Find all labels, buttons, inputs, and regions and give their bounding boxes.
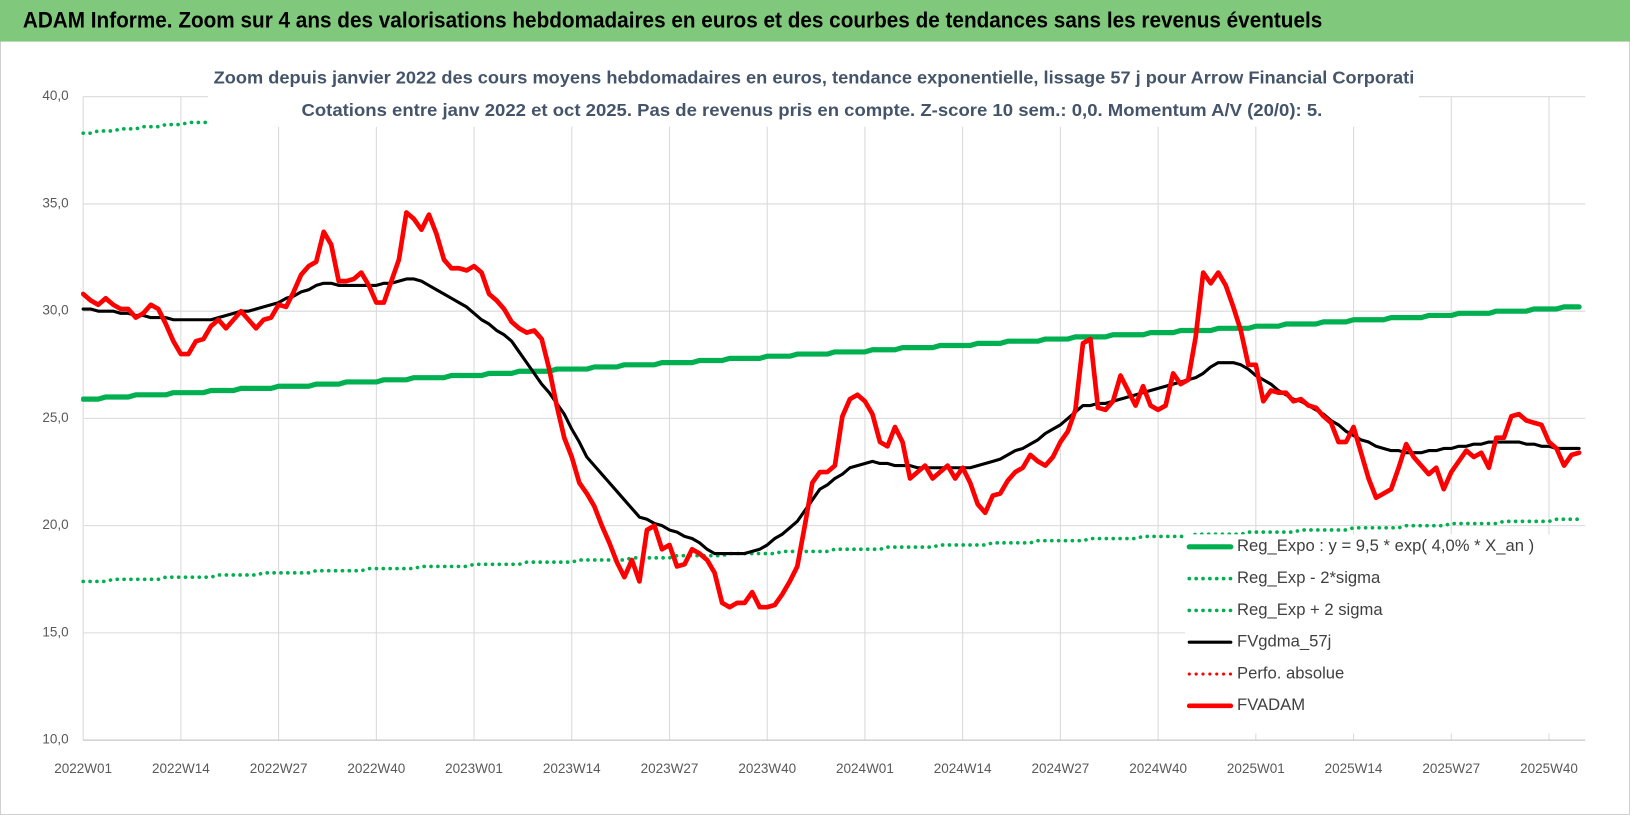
legend-label: Reg_Exp - 2*sigma	[1237, 568, 1381, 587]
y-tick-label: 40,0	[42, 88, 68, 103]
x-tick-label: 2024W40	[1129, 761, 1187, 776]
legend: Reg_Expo : y = 9,5 * exp( 4,0% * X_an ) R…	[1185, 534, 1586, 734]
x-tick-label: 2024W27	[1031, 761, 1089, 776]
x-tick-label: 2023W14	[543, 761, 601, 776]
x-tick-label: 2025W27	[1422, 761, 1480, 776]
y-tick-label: 20,0	[42, 517, 68, 532]
y-tick-label: 35,0	[42, 195, 68, 210]
header-bar	[0, 0, 1630, 42]
title-box: Zoom depuis janvier 2022 des cours moyen…	[207, 60, 1419, 127]
x-tick-label: 2022W40	[347, 761, 405, 776]
y-tick-label: 10,0	[42, 732, 68, 747]
x-tick-label: 2022W01	[54, 761, 112, 776]
x-tick-label: 2023W40	[738, 761, 796, 776]
series-line	[81, 304, 1582, 402]
y-tick-label: 30,0	[42, 303, 68, 318]
chart-title: Zoom depuis janvier 2022 des cours moyen…	[214, 68, 1415, 88]
x-tick-label: 2025W14	[1325, 761, 1383, 776]
series-line	[81, 517, 1581, 584]
legend-label: FVADAM	[1237, 695, 1305, 714]
title-background	[207, 60, 1419, 127]
x-tick-label: 2025W40	[1520, 761, 1578, 776]
x-tick-label: 2023W01	[445, 761, 503, 776]
chart-subtitle: Cotations entre janv 2022 et oct 2025. P…	[301, 100, 1322, 120]
x-tick-label: 2023W27	[641, 761, 699, 776]
y-tick-label: 25,0	[42, 410, 68, 425]
header-title: ADAM Informe. Zoom sur 4 ans des valoris…	[23, 8, 1322, 33]
x-tick-label: 2024W14	[934, 761, 992, 776]
series-line	[81, 210, 1582, 610]
y-tick-label: 15,0	[42, 624, 68, 639]
legend-label: Reg_Expo : y = 9,5 * exp( 4,0% * X_an )	[1237, 536, 1534, 555]
legend-background	[1185, 534, 1586, 734]
x-tick-label: 2025W01	[1227, 761, 1285, 776]
legend-label: FVgdma_57j	[1237, 632, 1331, 651]
x-tick-label: 2022W27	[250, 761, 308, 776]
legend-label: Perfo. absolue	[1237, 663, 1344, 682]
x-tick-label: 2024W01	[836, 761, 894, 776]
x-tick-label: 2022W14	[152, 761, 210, 776]
legend-label: Reg_Exp + 2 sigma	[1237, 600, 1383, 619]
grid: 10,0 15,0 20,0 25,0 30,0 35,0 40,0 2022W01 2022W…	[42, 88, 1586, 776]
